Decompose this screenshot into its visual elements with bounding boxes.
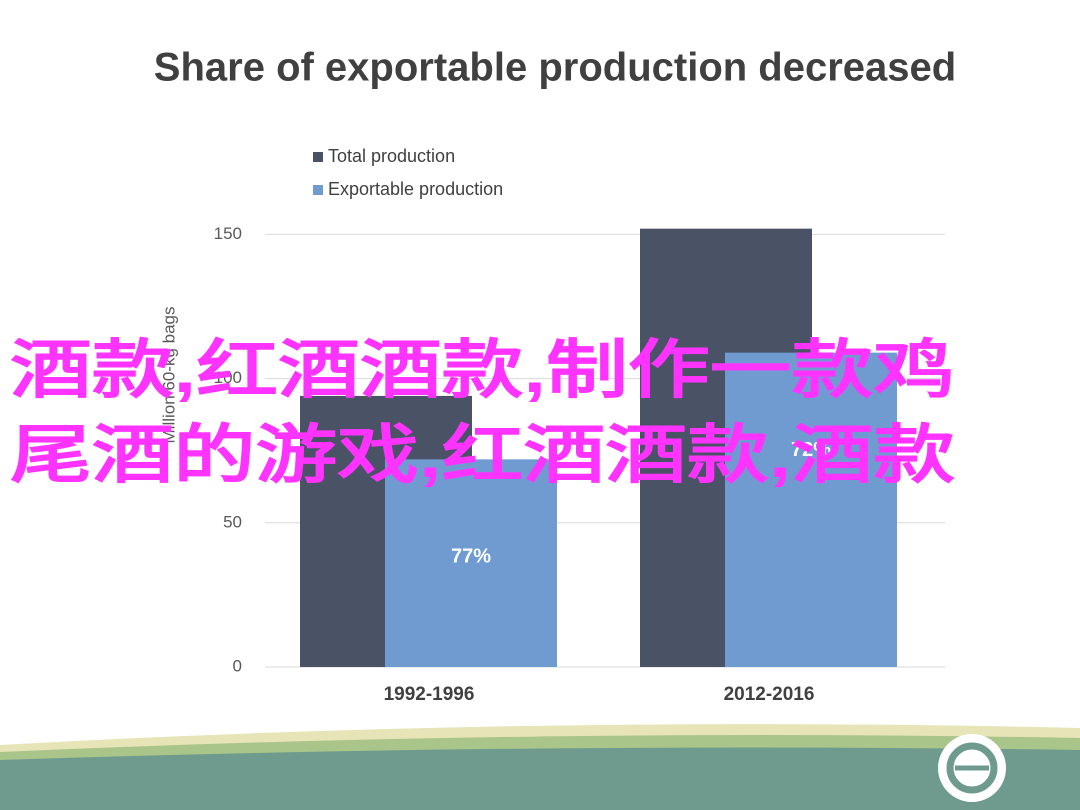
y-tick-label: 0 [233, 656, 242, 675]
wave-teal [0, 747, 1080, 810]
y-tick-label: 50 [223, 512, 242, 531]
footer-wave [0, 724, 1080, 810]
bar [725, 352, 897, 667]
plot: 0 50 100 150 Total production Exportable prod… [214, 146, 945, 705]
legend-swatch [313, 152, 323, 162]
legend-swatch [313, 185, 323, 195]
y-axis-label: Million 60-kg bags [159, 306, 178, 443]
y-tick-label: 100 [214, 368, 242, 387]
chart-title: Share of exportable production decreased [154, 46, 956, 90]
legend-label: Exportable production [328, 179, 503, 199]
x-tick-label: 2012-2016 [724, 684, 815, 705]
logo-ring [946, 742, 998, 794]
x-tick-label: 1992-1996 [384, 684, 475, 705]
overlay-text: 酒款,红酒酒款,制作一款鸡 [10, 334, 955, 406]
overlay-text: 尾酒的游戏,红酒酒款,酒款 [10, 419, 955, 491]
share-label: 77% [451, 546, 491, 568]
bar [385, 459, 557, 667]
legend-label: Total production [328, 146, 455, 166]
y-tick-label: 150 [214, 224, 242, 243]
share-label: 72% [791, 439, 831, 461]
